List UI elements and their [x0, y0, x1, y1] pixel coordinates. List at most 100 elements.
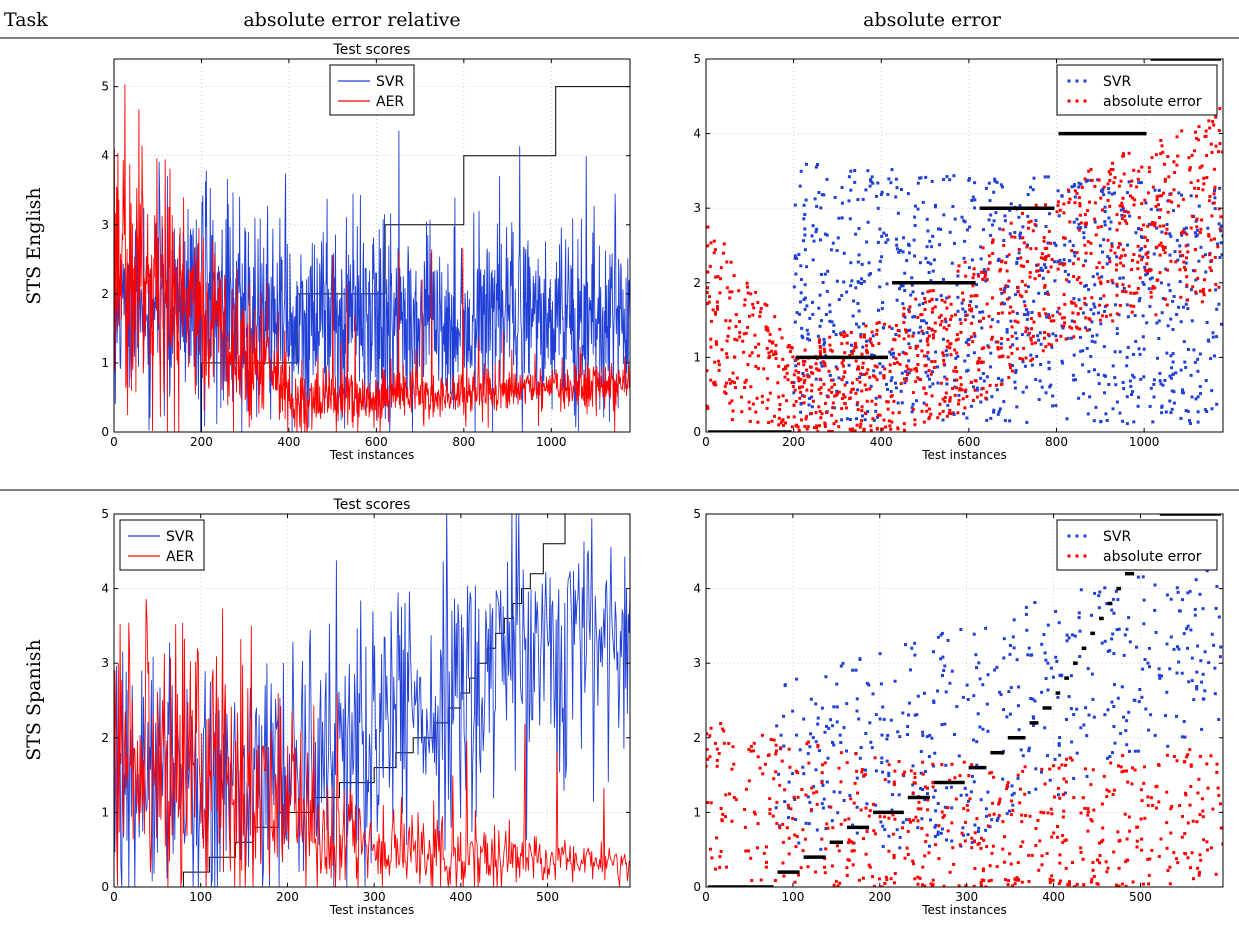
data-point	[1020, 279, 1024, 283]
data-point	[1003, 214, 1007, 218]
data-point	[1165, 593, 1169, 597]
data-point	[1177, 191, 1181, 195]
data-point	[1009, 305, 1013, 309]
data-point	[1015, 405, 1019, 409]
data-point	[911, 402, 915, 406]
data-point	[885, 400, 889, 404]
data-point	[852, 801, 856, 805]
data-point	[1034, 247, 1038, 251]
data-point	[817, 387, 821, 391]
data-point	[1114, 383, 1118, 387]
data-point	[916, 344, 920, 348]
data-point	[864, 732, 868, 735]
data-point	[862, 280, 866, 283]
data-point	[1141, 667, 1145, 671]
data-point	[1043, 284, 1047, 287]
data-point	[738, 331, 742, 335]
data-point	[1081, 857, 1085, 861]
data-point	[1014, 371, 1018, 374]
data-point	[751, 402, 755, 406]
data-point	[1019, 748, 1023, 752]
data-point	[1184, 244, 1188, 248]
data-point	[738, 320, 741, 324]
data-point	[818, 377, 822, 381]
data-point	[728, 792, 731, 796]
data-point	[1077, 611, 1081, 615]
data-point	[1104, 314, 1108, 318]
data-point	[975, 763, 979, 767]
data-point	[1023, 792, 1027, 796]
data-point	[709, 726, 713, 730]
data-point	[907, 308, 911, 312]
data-point	[881, 705, 885, 709]
data-point	[1055, 210, 1059, 214]
data-point	[1192, 698, 1196, 702]
data-point	[920, 319, 923, 323]
data-point	[1027, 749, 1031, 753]
data-point	[842, 393, 845, 397]
data-point	[1115, 628, 1119, 632]
data-point	[940, 319, 944, 323]
data-point	[1167, 175, 1171, 179]
data-point	[1141, 335, 1145, 339]
data-point	[779, 746, 783, 750]
data-point	[1021, 390, 1025, 394]
data-point	[875, 321, 879, 325]
data-point	[902, 321, 906, 324]
data-point	[986, 729, 990, 733]
data-point	[1016, 289, 1020, 293]
data-point	[848, 418, 852, 421]
data-point	[923, 691, 926, 695]
data-point	[1111, 407, 1115, 411]
data-point	[866, 169, 870, 173]
data-point	[942, 884, 946, 887]
data-point	[965, 395, 969, 398]
data-point	[753, 333, 757, 337]
data-point	[903, 856, 907, 860]
data-point	[1040, 863, 1044, 867]
data-point	[1165, 223, 1169, 226]
data-point	[1196, 866, 1200, 870]
data-point	[970, 836, 974, 840]
data-point	[875, 328, 879, 332]
data-point	[713, 741, 717, 745]
data-point	[860, 389, 864, 393]
data-point	[1051, 675, 1055, 679]
data-point	[1017, 685, 1021, 689]
data-point	[1153, 188, 1157, 192]
data-point	[913, 781, 917, 785]
data-point	[1198, 166, 1202, 170]
data-point	[1021, 754, 1025, 758]
legend-label: SVR	[166, 529, 194, 545]
data-point	[1205, 321, 1209, 324]
data-point	[972, 694, 976, 698]
data-point	[855, 322, 858, 326]
data-point	[1062, 202, 1066, 206]
data-point	[1215, 307, 1219, 311]
data-point	[962, 412, 966, 416]
data-point	[956, 269, 960, 273]
data-point	[893, 872, 897, 875]
data-point	[1155, 226, 1159, 230]
data-point	[926, 261, 930, 264]
x-tick-label: 200	[190, 435, 213, 449]
data-point	[1191, 285, 1195, 289]
data-point	[1102, 193, 1106, 197]
data-point	[803, 348, 807, 352]
data-point	[1162, 224, 1166, 228]
data-point	[775, 724, 779, 728]
data-point	[802, 717, 806, 721]
data-point	[941, 337, 945, 341]
data-point	[822, 343, 826, 347]
data-point	[1121, 276, 1125, 280]
data-point	[951, 387, 954, 390]
data-point	[746, 291, 750, 295]
data-point	[1095, 272, 1099, 276]
data-point	[986, 673, 990, 677]
data-point	[1142, 347, 1146, 351]
data-point	[837, 376, 841, 380]
data-point	[1108, 172, 1112, 176]
data-point	[757, 342, 761, 346]
x-axis-label: Test instances	[921, 448, 1007, 462]
data-point	[948, 342, 952, 346]
